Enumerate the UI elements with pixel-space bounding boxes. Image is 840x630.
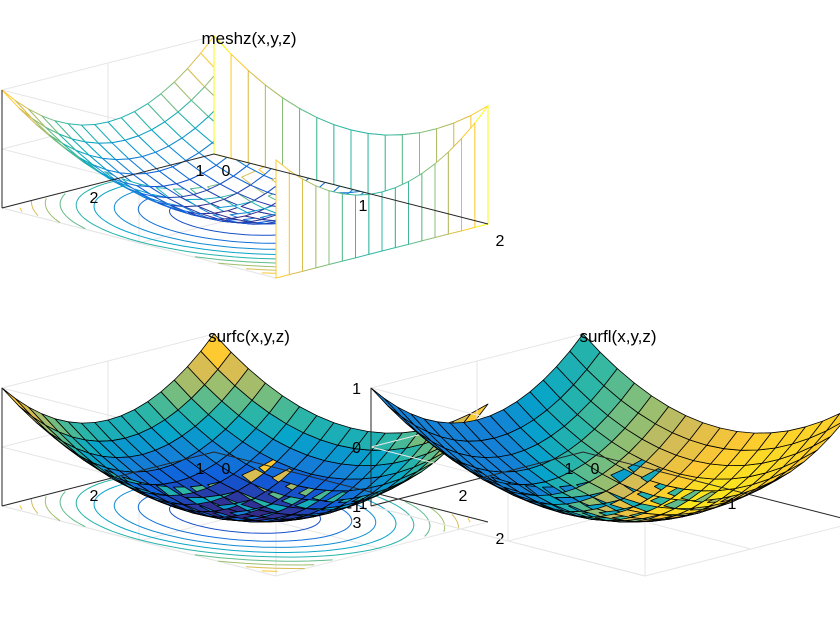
tick-labels: 012123-101 xyxy=(90,461,505,548)
floor-axis-lines xyxy=(1,451,489,523)
curtain-patch xyxy=(333,124,352,190)
contour-line xyxy=(194,554,333,562)
y-tick-label: 2 xyxy=(459,488,468,505)
contour-line xyxy=(19,505,23,510)
curtain-patch xyxy=(461,121,476,232)
curtain-patch xyxy=(367,132,386,199)
tick-labels: 012123-101 xyxy=(90,163,505,250)
contour-line xyxy=(31,200,39,217)
z-tick-label: 1 xyxy=(352,381,361,398)
surface-patch xyxy=(14,398,46,426)
curtain-patch xyxy=(288,169,303,276)
y-tick-label: 3 xyxy=(353,515,362,532)
contour-line xyxy=(467,518,471,523)
contour-line xyxy=(261,570,278,572)
curtain-patch xyxy=(447,137,462,235)
contour-line xyxy=(429,506,446,532)
meshz-panel: 012123-101meshz(x,y,z) xyxy=(1,29,505,279)
panel-title: surfc(x,y,z) xyxy=(208,327,290,346)
x-tick-label: 2 xyxy=(496,531,505,548)
curtain-patch xyxy=(213,34,232,160)
contour-line xyxy=(218,560,315,566)
x-tick-label: 1 xyxy=(728,496,737,513)
curtain-patch xyxy=(282,96,301,177)
surface-patch xyxy=(14,100,47,128)
x-tick-label: 1 xyxy=(359,198,368,215)
x-tick-label: 2 xyxy=(496,233,505,250)
curtain-patch xyxy=(302,178,317,272)
contour-line xyxy=(75,470,415,558)
surface-patch xyxy=(826,412,840,432)
z-tick-label: -1 xyxy=(347,499,361,516)
contour-line xyxy=(245,566,305,569)
contour-line xyxy=(261,272,278,274)
curtain-patch xyxy=(408,172,423,245)
curtain-patch xyxy=(368,191,383,256)
contour-line xyxy=(44,496,61,522)
curtain-patch xyxy=(474,104,489,229)
contour-line xyxy=(31,498,39,515)
curtain xyxy=(213,34,489,279)
curtain-patch xyxy=(350,129,369,195)
y-tick-label: 2 xyxy=(90,190,99,207)
contour-line xyxy=(59,491,86,528)
surfc-panel: 012123-101surfc(x,y,z) xyxy=(1,327,505,577)
curtain-patch xyxy=(230,53,249,164)
curtain-patch xyxy=(247,69,266,168)
y-tick-label: 1 xyxy=(565,461,574,478)
floor-axis-lines xyxy=(1,153,489,225)
contour-line xyxy=(451,513,459,530)
x-tick-label: 1 xyxy=(359,496,368,513)
tick-labels: 012123-101 xyxy=(347,381,737,532)
surface xyxy=(370,333,840,523)
surface-patch xyxy=(383,398,416,426)
curtain-patch xyxy=(421,162,436,242)
curtain-patch xyxy=(394,180,409,249)
panel-title: surfl(x,y,z) xyxy=(579,327,656,346)
curtain-patch xyxy=(316,116,335,186)
panel-title: meshz(x,y,z) xyxy=(201,29,296,48)
curtain-patch xyxy=(264,84,283,173)
x-tick-label: 0 xyxy=(222,461,231,478)
y-tick-label: 1 xyxy=(196,163,205,180)
axes xyxy=(370,388,840,519)
contour-line xyxy=(44,198,61,224)
contour-line xyxy=(19,207,23,212)
z-tick-label: 0 xyxy=(352,440,361,457)
curtain-patch xyxy=(434,150,449,239)
contour-line xyxy=(404,500,431,537)
curtain-patch xyxy=(328,190,343,266)
x-tick-label: 0 xyxy=(591,461,600,478)
y-tick-label: 2 xyxy=(90,488,99,505)
x-tick-label: 0 xyxy=(222,163,231,180)
floor-axis-lines xyxy=(370,451,840,519)
axes xyxy=(1,90,489,225)
contour-line xyxy=(59,193,86,230)
curtain-patch xyxy=(315,185,330,269)
axes xyxy=(1,388,489,523)
y-tick-label: 1 xyxy=(196,461,205,478)
curtain-patch xyxy=(275,158,290,279)
curtain-patch xyxy=(341,193,356,262)
curtain-patch xyxy=(299,107,318,181)
